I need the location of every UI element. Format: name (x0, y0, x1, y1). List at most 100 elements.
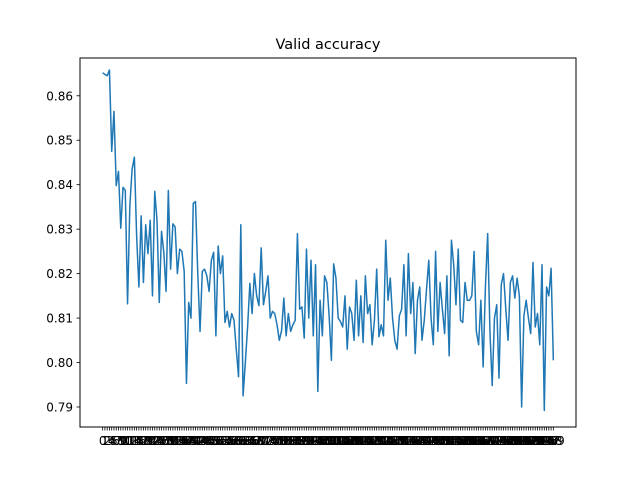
x-tick-label: 48 (204, 434, 219, 448)
x-tick-label: 180 (499, 434, 522, 448)
x-tick-label: 53 (215, 434, 230, 448)
x-tick-label: 8 (117, 434, 125, 448)
x-tick-label: 33 (170, 434, 185, 448)
x-tick-label: 139 (406, 434, 429, 448)
x-tick-label: 188 (517, 434, 540, 448)
x-tick-label: 123 (370, 434, 393, 448)
x-tick-label: 190 (522, 434, 545, 448)
x-tick-label: 91 (301, 434, 316, 448)
x-tick-label: 32 (167, 434, 182, 448)
x-tick-label: 82 (281, 434, 296, 448)
y-axis-ticks: 0.79 0.80 0.81 0.82 0.83 0.84 0.85 0.86 (46, 89, 80, 414)
x-tick-label: 43 (192, 434, 207, 448)
x-tick-label: 106 (331, 434, 354, 448)
plot-area (102, 69, 555, 412)
x-tick-label: 192 (526, 434, 549, 448)
x-tick-label: 198 (540, 434, 563, 448)
x-tick-label: 101 (320, 434, 343, 448)
x-tick-label: 37 (179, 434, 194, 448)
x-tick-label: 95 (310, 434, 325, 448)
x-tick-label: 49 (206, 434, 221, 448)
x-tick-label: 147 (424, 434, 447, 448)
y-tick-label: 0.85 (46, 134, 73, 148)
x-tick-label: 161 (456, 434, 479, 448)
x-tick-label: 109 (338, 434, 361, 448)
x-tick-label: 5 (110, 434, 118, 448)
x-tick-label: 107 (334, 434, 357, 448)
x-tick-label: 64 (240, 434, 255, 448)
x-tick-label: 193 (528, 434, 551, 448)
x-tick-label: 9 (119, 434, 127, 448)
x-tick-label: 93 (306, 434, 321, 448)
x-tick-label: 1 (101, 434, 109, 448)
x-tick-label: 2 (103, 434, 111, 448)
y-tick-label: 0.84 (46, 178, 73, 192)
x-tick-label: 61 (233, 434, 248, 448)
x-tick-label: 44 (195, 434, 210, 448)
x-tick-label: 3 (106, 434, 114, 448)
x-tick-label: 176 (490, 434, 513, 448)
x-tick-label: 115 (352, 434, 375, 448)
x-tick-label: 175 (488, 434, 511, 448)
x-tick-label: 136 (399, 434, 422, 448)
x-tick-label: 111 (343, 434, 366, 448)
x-tick-label: 62 (235, 434, 250, 448)
x-tick-label: 78 (272, 434, 287, 448)
x-tick-label: 58 (226, 434, 241, 448)
x-tick-label: 148 (426, 434, 449, 448)
x-tick-label: 130 (386, 434, 409, 448)
x-tick-label: 94 (308, 434, 323, 448)
x-tick-label: 10 (118, 434, 133, 448)
x-tick-label: 145 (420, 434, 443, 448)
y-tick-label: 0.79 (46, 400, 73, 414)
x-tick-label: 120 (363, 434, 386, 448)
x-tick-label: 46 (199, 434, 214, 448)
x-tick-label: 73 (260, 434, 275, 448)
x-tick-label: 118 (358, 434, 381, 448)
x-tick-label: 129 (383, 434, 406, 448)
x-tick-label: 92 (303, 434, 318, 448)
x-tick-label: 138 (404, 434, 427, 448)
x-tick-label: 21 (143, 434, 158, 448)
x-tick-label: 54 (217, 434, 232, 448)
x-tick-label: 17 (134, 434, 149, 448)
x-tick-label: 174 (485, 434, 508, 448)
x-tick-label: 165 (465, 434, 488, 448)
x-tick-label: 69 (251, 434, 266, 448)
axes-frame (79, 57, 577, 428)
x-tick-label: 189 (519, 434, 542, 448)
x-tick-label: 159 (451, 434, 474, 448)
x-tick-label: 144 (417, 434, 440, 448)
x-tick-label: 196 (535, 434, 558, 448)
x-tick-label: 179 (497, 434, 520, 448)
x-tick-label: 170 (476, 434, 499, 448)
x-tick-label: 24 (149, 434, 164, 448)
x-tick-label: 40 (186, 434, 201, 448)
x-tick-label: 112 (345, 434, 368, 448)
x-tick-label: 67 (247, 434, 262, 448)
x-tick-label: 186 (512, 434, 535, 448)
x-tick-label: 154 (440, 434, 463, 448)
x-tick-label: 25 (152, 434, 167, 448)
x-tick-label: 11 (120, 434, 135, 448)
x-tick-label: 63 (238, 434, 253, 448)
x-tick-label: 88 (294, 434, 309, 448)
x-tick-label: 19 (138, 434, 153, 448)
x-tick-label: 116 (354, 434, 377, 448)
x-tick-label: 80 (276, 434, 291, 448)
x-tick-label: 39 (183, 434, 198, 448)
x-tick-label: 100 (318, 434, 341, 448)
x-tick-label: 18 (136, 434, 151, 448)
x-tick-label: 89 (297, 434, 312, 448)
x-tick-label: 90 (299, 434, 314, 448)
x-tick-label: 177 (492, 434, 515, 448)
x-tick-label: 135 (397, 434, 420, 448)
x-tick-label: 38 (181, 434, 196, 448)
x-tick-label: 74 (263, 434, 278, 448)
x-tick-label: 70 (254, 434, 269, 448)
x-tick-label: 22 (145, 434, 160, 448)
x-tick-label: 110 (340, 434, 363, 448)
x-tick-label: 71 (256, 434, 271, 448)
x-tick-label: 59 (229, 434, 244, 448)
x-tick-label: 98 (317, 434, 332, 448)
